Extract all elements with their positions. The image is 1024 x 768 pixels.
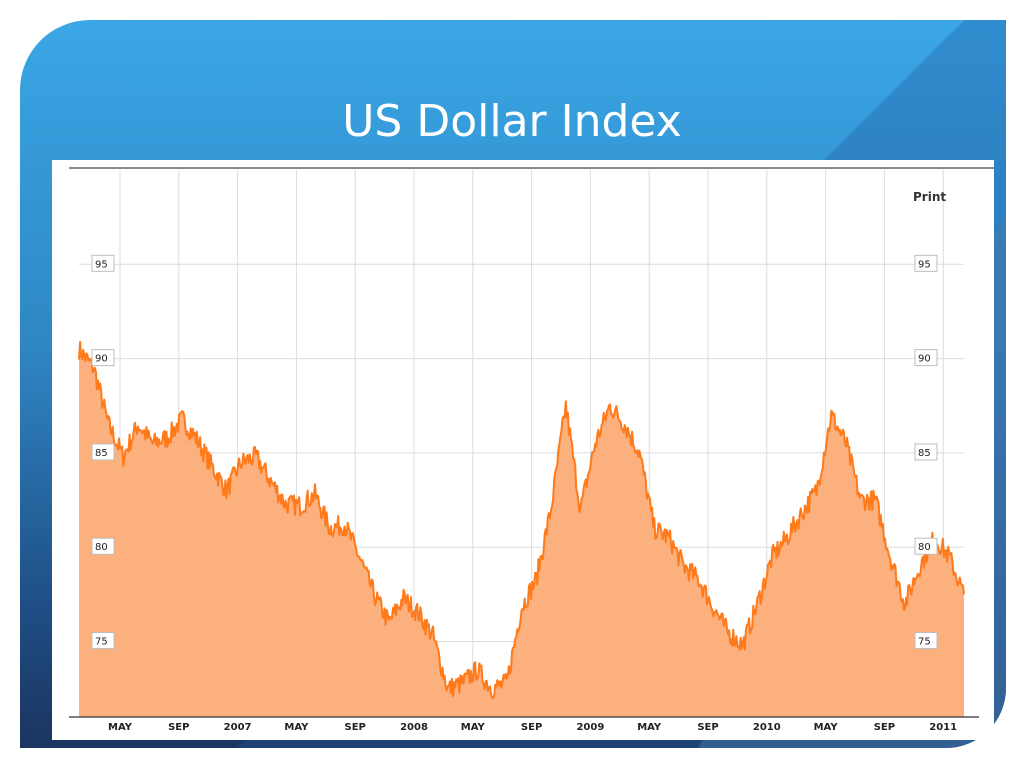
y-tick-right: 90: [914, 349, 938, 367]
x-tick-label: 2011: [929, 722, 957, 733]
x-tick-label: 2010: [753, 722, 781, 733]
y-tick-label: 95: [918, 259, 931, 270]
y-tick-label: 80: [918, 542, 931, 553]
y-tick-right: 85: [914, 443, 938, 461]
y-tick-label: 80: [95, 542, 108, 553]
y-tick-box: [914, 443, 938, 461]
slide-title: US Dollar Index: [342, 96, 682, 147]
y-tick-box: [91, 537, 115, 555]
chart-frame: 95 95 90 90 85 85 80 80 75 75 MAY SEP 2007 MAY SEP 200…: [52, 160, 994, 740]
x-tick-label: 2007: [224, 722, 252, 733]
y-tick-box: [914, 537, 938, 555]
y-tick-box: [914, 632, 938, 650]
y-tick-box: [91, 349, 115, 367]
y-tick-box: [91, 254, 115, 272]
x-tick-label: MAY: [814, 722, 839, 733]
x-tick-label: MAY: [461, 722, 486, 733]
y-tick-label: 85: [95, 448, 108, 459]
y-tick-label: 75: [95, 637, 108, 648]
y-tick-box: [914, 254, 938, 272]
y-tick-label: 95: [95, 259, 108, 270]
y-tick-right: 80: [914, 537, 938, 555]
y-tick-left: 75: [91, 632, 115, 650]
y-tick-label: 75: [918, 637, 931, 648]
series-line: [78, 340, 965, 699]
y-tick-box: [914, 349, 938, 367]
y-tick-left: 80: [91, 537, 115, 555]
y-tick-left: 95: [91, 254, 115, 272]
y-tick-label: 90: [918, 354, 931, 365]
x-tick-label: MAY: [284, 722, 309, 733]
y-tick-box: [91, 632, 115, 650]
y-tick-label: 90: [95, 354, 108, 365]
x-tick-label: SEP: [697, 722, 718, 733]
area-fill: [79, 341, 964, 717]
area-layer: [69, 340, 979, 718]
x-tick-label: SEP: [345, 722, 366, 733]
x-tick-label: MAY: [108, 722, 133, 733]
x-tick-label: 2009: [576, 722, 604, 733]
x-tick-label: 2008: [400, 722, 428, 733]
y-tick-left: 85: [91, 443, 115, 461]
y-tick-layer: 95 95 90 90 85 85 80 80 75 75: [91, 254, 938, 650]
y-tick-box: [91, 443, 115, 461]
x-tick-label: SEP: [521, 722, 542, 733]
chart-svg: 95 95 90 90 85 85 80 80 75 75 MAY SEP 2007 MAY SEP 200…: [69, 167, 994, 733]
x-tick-label: MAY: [637, 722, 662, 733]
y-tick-right: 75: [914, 632, 938, 650]
y-tick-label: 85: [918, 448, 931, 459]
x-tick-label: SEP: [168, 722, 189, 733]
x-tick-label: SEP: [874, 722, 895, 733]
x-tick-layer: MAY SEP 2007 MAY SEP 2008 MAY SEP 2009 MAY SEP 2010…: [108, 722, 957, 733]
y-tick-right: 95: [914, 254, 938, 272]
y-tick-left: 90: [91, 349, 115, 367]
print-link[interactable]: Print: [913, 190, 946, 204]
